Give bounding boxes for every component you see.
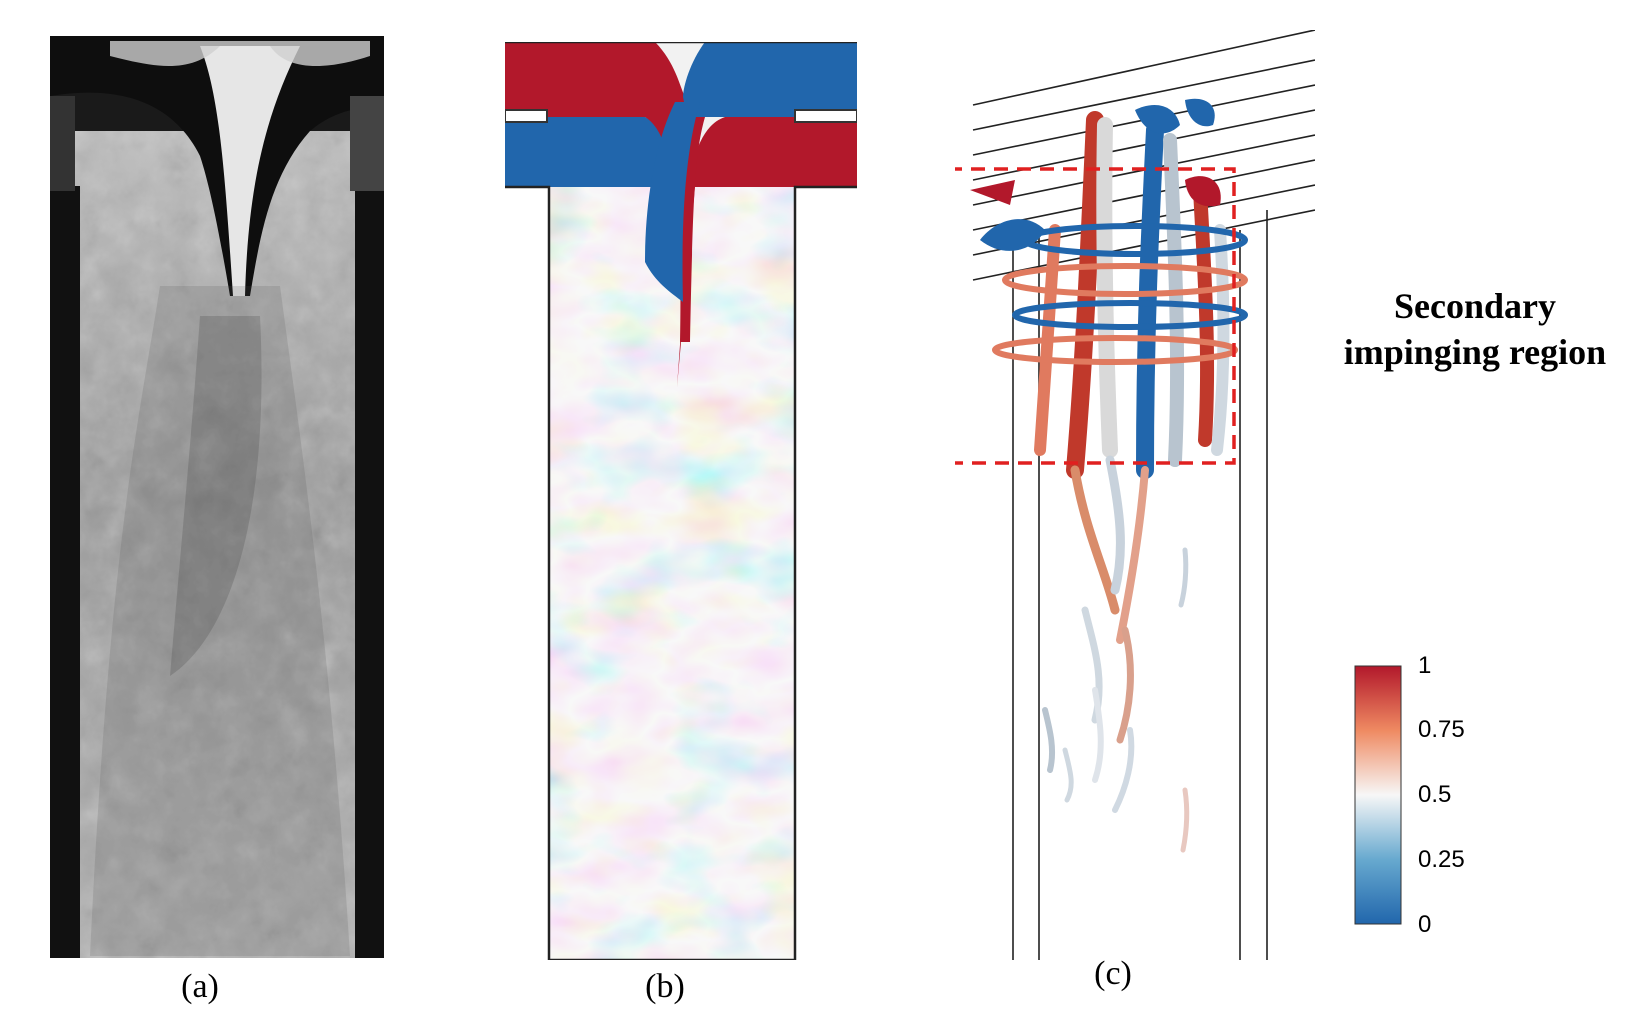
panel-b-simulation <box>505 42 857 960</box>
simulation-field <box>505 42 857 960</box>
region-label-line2: impinging region <box>1343 332 1607 372</box>
panel-c-caption: (c) <box>1094 955 1132 992</box>
panel-a-photo <box>50 36 384 958</box>
vortex-structures <box>955 30 1315 960</box>
colorbar-gradient <box>1354 665 1402 925</box>
panel-a-caption: (a) <box>181 968 219 1005</box>
colorbar <box>1354 665 1402 925</box>
colorbar-tick-0-25: 0.25 <box>1418 846 1465 873</box>
region-label: Secondary impinging region <box>1310 283 1640 375</box>
colorbar-tick-0-75: 0.75 <box>1418 716 1465 743</box>
experiment-image <box>50 36 384 958</box>
panel-b-caption: (b) <box>645 968 685 1005</box>
region-label-line1: Secondary <box>1394 286 1556 326</box>
panel-c-vortex <box>955 30 1315 960</box>
colorbar-tick-1: 1 <box>1418 652 1432 679</box>
colorbar-tick-0: 0 <box>1418 911 1432 938</box>
colorbar-tick-0-5: 0.5 <box>1418 781 1452 808</box>
secondary-impinging-region-box <box>955 167 1236 465</box>
